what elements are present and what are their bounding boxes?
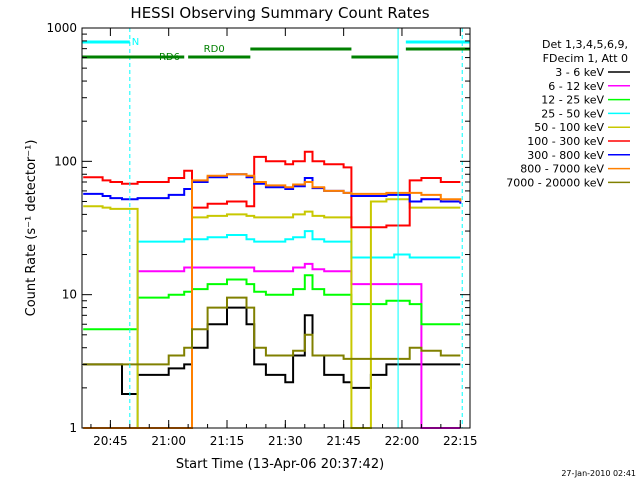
- generated-timestamp: 27-Jan-2010 02:41: [561, 469, 636, 478]
- series-line-25-50-kev: [83, 230, 461, 429]
- series-line-7000-20000-kev: [83, 296, 461, 366]
- marker-label-rd6: RD6: [159, 52, 180, 63]
- y-tick-label: 1000: [46, 21, 77, 35]
- legend-header-line: FDecim 1, Att 0: [543, 52, 628, 65]
- series-line-6-12-kev: [83, 262, 461, 429]
- x-tick-label: 21:45: [326, 434, 361, 448]
- legend-label-300-800-kev: 300 - 800 keV: [527, 149, 604, 162]
- chart-title: HESSI Observing Summary Count Rates: [130, 4, 429, 22]
- x-axis-ticks: 20:45 21:00 21:15 21:30 21:45 22:00 22:15: [90, 28, 478, 448]
- legend-label-7000-20000-kev: 7000 - 20000 keV: [506, 176, 604, 189]
- marker-label-n: N: [132, 37, 139, 48]
- x-tick-label: 21:15: [210, 434, 245, 448]
- time-marker-bars: N RD0 RD6: [82, 37, 470, 63]
- y-axis-label: Count Rate (s⁻¹ detector⁻¹): [24, 140, 39, 317]
- x-tick-label: 21:30: [268, 434, 303, 448]
- legend-label-25-50-kev: 25 - 50 keV: [541, 107, 604, 120]
- y-tick-label: 1: [69, 421, 77, 435]
- y-tick-label: 10: [62, 288, 77, 302]
- series-line-50-100-kev: [83, 198, 461, 429]
- y-tick-label: 100: [54, 154, 77, 168]
- legend-label-3-6-kev: 3 - 6 keV: [555, 66, 604, 79]
- legend: Det 1,3,4,5,6,9,FDecim 1, Att 03 - 6 keV…: [506, 38, 630, 189]
- legend-label-50-100-kev: 50 - 100 keV: [534, 121, 604, 134]
- series-group: [83, 150, 462, 429]
- legend-label-6-12-kev: 6 - 12 keV: [548, 80, 604, 93]
- series-line-800-7000-kev: [83, 173, 462, 429]
- x-tick-label: 22:15: [443, 434, 478, 448]
- marker-label-rd0: RD0: [204, 44, 225, 55]
- vertical-markers: [81, 28, 463, 428]
- legend-label-100-300-kev: 100 - 300 keV: [527, 135, 604, 148]
- series-line-12-25-kev: [83, 274, 461, 331]
- series-line-100-300-kev: [83, 150, 461, 229]
- plot-frame: [81, 27, 471, 429]
- series-line-3-6-kev: [83, 306, 461, 395]
- y-axis-ticks: 1 10 100 1000: [46, 21, 470, 435]
- legend-label-800-7000-kev: 800 - 7000 keV: [520, 163, 604, 176]
- x-tick-label: 21:00: [151, 434, 186, 448]
- x-tick-label: 20:45: [93, 434, 128, 448]
- x-axis-label: Start Time (13-Apr-06 20:37:42): [176, 457, 384, 472]
- legend-header-line: Det 1,3,4,5,6,9,: [542, 38, 628, 51]
- legend-label-12-25-kev: 12 - 25 keV: [541, 94, 604, 107]
- x-tick-label: 22:00: [385, 434, 420, 448]
